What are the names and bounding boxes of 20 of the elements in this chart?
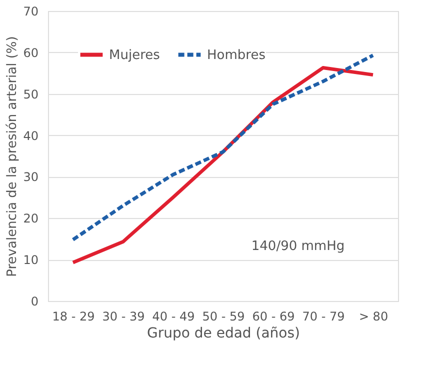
x-tick-label: 70 - 79 bbox=[302, 310, 345, 324]
x-tick-label: 30 - 39 bbox=[102, 310, 145, 324]
y-tick-label: 0 bbox=[30, 294, 38, 308]
y-tick-label: 40 bbox=[23, 128, 38, 143]
y-tick-label: 20 bbox=[23, 212, 38, 226]
annotation: 140/90 mmHg bbox=[251, 239, 345, 254]
legend-label: Hombres bbox=[207, 48, 266, 63]
y-tick-label: 60 bbox=[23, 46, 38, 60]
x-tick-label: 40 - 49 bbox=[152, 310, 195, 324]
x-tick-label: 18 - 29 bbox=[52, 310, 95, 324]
y-tick-label: 70 bbox=[23, 4, 38, 18]
x-tick-label: > 80 bbox=[358, 310, 388, 324]
x-axis-title: Grupo de edad (años) bbox=[147, 326, 300, 342]
y-tick-label: 50 bbox=[23, 87, 38, 102]
x-tick-label: 60 - 69 bbox=[252, 310, 295, 324]
y-axis-title: Prevalencia de la presión arterial (%) bbox=[5, 36, 20, 277]
y-tick-label: 30 bbox=[23, 170, 38, 184]
x-tick-label: 50 - 59 bbox=[202, 310, 245, 324]
legend-label: Mujeres bbox=[109, 48, 160, 63]
y-tick-label: 10 bbox=[23, 253, 38, 268]
